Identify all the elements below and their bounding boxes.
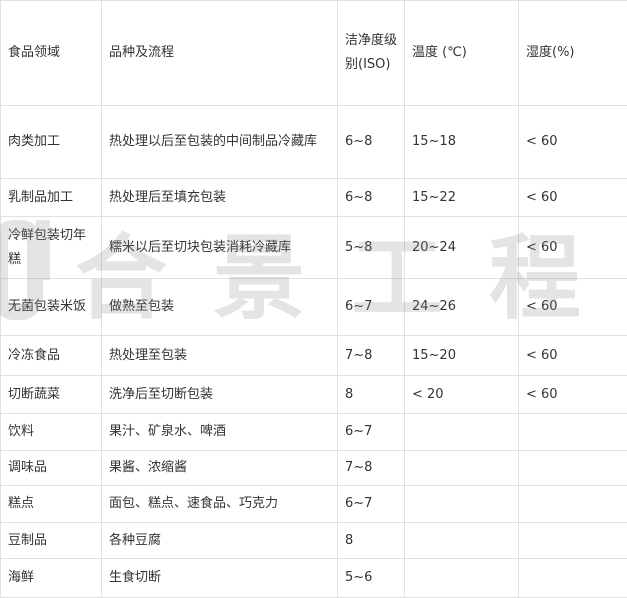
header-cleanliness-class: 洁净度级别(ISO) [338, 1, 405, 106]
cell-variety-process: 热处理以后至包装的中间制品冷藏库 [102, 106, 338, 179]
header-variety-process: 品种及流程 [102, 1, 338, 106]
cell-temperature: < 20 [405, 376, 519, 414]
cell-temperature [405, 451, 519, 486]
cell-variety-process: 果酱、浓缩酱 [102, 451, 338, 486]
cell-cleanliness-class: 8 [338, 376, 405, 414]
cell-food-domain: 豆制品 [1, 523, 102, 559]
cell-cleanliness-class: 6~8 [338, 106, 405, 179]
header-humidity: 湿度(%) [519, 1, 627, 106]
header-row: 食品领域 品种及流程 洁净度级别(ISO) 温度 (℃) 湿度(%) [1, 1, 627, 106]
cell-humidity [519, 523, 627, 559]
cell-food-domain: 冷冻食品 [1, 336, 102, 376]
cell-cleanliness-class: 7~8 [338, 336, 405, 376]
cell-food-domain: 无菌包装米饭 [1, 279, 102, 336]
cell-variety-process: 面包、糕点、速食品、巧克力 [102, 486, 338, 523]
cell-temperature: 15~18 [405, 106, 519, 179]
cell-humidity: < 60 [519, 279, 627, 336]
cell-humidity [519, 451, 627, 486]
cell-variety-process: 糯米以后至切块包装消耗冷藏库 [102, 217, 338, 279]
cell-food-domain: 糕点 [1, 486, 102, 523]
cell-humidity [519, 486, 627, 523]
cell-temperature [405, 414, 519, 451]
cell-food-domain: 饮料 [1, 414, 102, 451]
cell-temperature [405, 559, 519, 598]
cell-variety-process: 果汁、矿泉水、啤酒 [102, 414, 338, 451]
cell-temperature: 15~22 [405, 179, 519, 217]
cell-variety-process: 生食切断 [102, 559, 338, 598]
cell-temperature [405, 486, 519, 523]
cell-food-domain: 肉类加工 [1, 106, 102, 179]
cell-variety-process: 做熟至包装 [102, 279, 338, 336]
cell-temperature [405, 523, 519, 559]
cell-temperature: 24~26 [405, 279, 519, 336]
cell-cleanliness-class: 6~7 [338, 414, 405, 451]
cell-humidity: < 60 [519, 336, 627, 376]
cell-humidity: < 60 [519, 217, 627, 279]
cell-food-domain: 切断蔬菜 [1, 376, 102, 414]
cell-variety-process: 洗净后至切断包装 [102, 376, 338, 414]
cell-temperature: 15~20 [405, 336, 519, 376]
cell-cleanliness-class: 6~7 [338, 486, 405, 523]
cell-food-domain: 海鲜 [1, 559, 102, 598]
cell-variety-process: 热处理至包装 [102, 336, 338, 376]
cell-humidity: < 60 [519, 179, 627, 217]
cell-variety-process: 各种豆腐 [102, 523, 338, 559]
cell-cleanliness-class: 5~6 [338, 559, 405, 598]
cell-humidity: < 60 [519, 106, 627, 179]
cell-cleanliness-class: 7~8 [338, 451, 405, 486]
cell-food-domain: 调味品 [1, 451, 102, 486]
header-temperature: 温度 (℃) [405, 1, 519, 106]
cell-food-domain: 乳制品加工 [1, 179, 102, 217]
cell-cleanliness-class: 5~8 [338, 217, 405, 279]
cell-food-domain: 冷鲜包装切年糕 [1, 217, 102, 279]
cell-humidity [519, 559, 627, 598]
cell-cleanliness-class: 6~7 [338, 279, 405, 336]
cell-temperature: 20~24 [405, 217, 519, 279]
cell-humidity: < 60 [519, 376, 627, 414]
header-food-domain: 食品领域 [1, 1, 102, 106]
cell-humidity [519, 414, 627, 451]
cell-cleanliness-class: 8 [338, 523, 405, 559]
cell-cleanliness-class: 6~8 [338, 179, 405, 217]
cell-variety-process: 热处理后至填充包装 [102, 179, 338, 217]
